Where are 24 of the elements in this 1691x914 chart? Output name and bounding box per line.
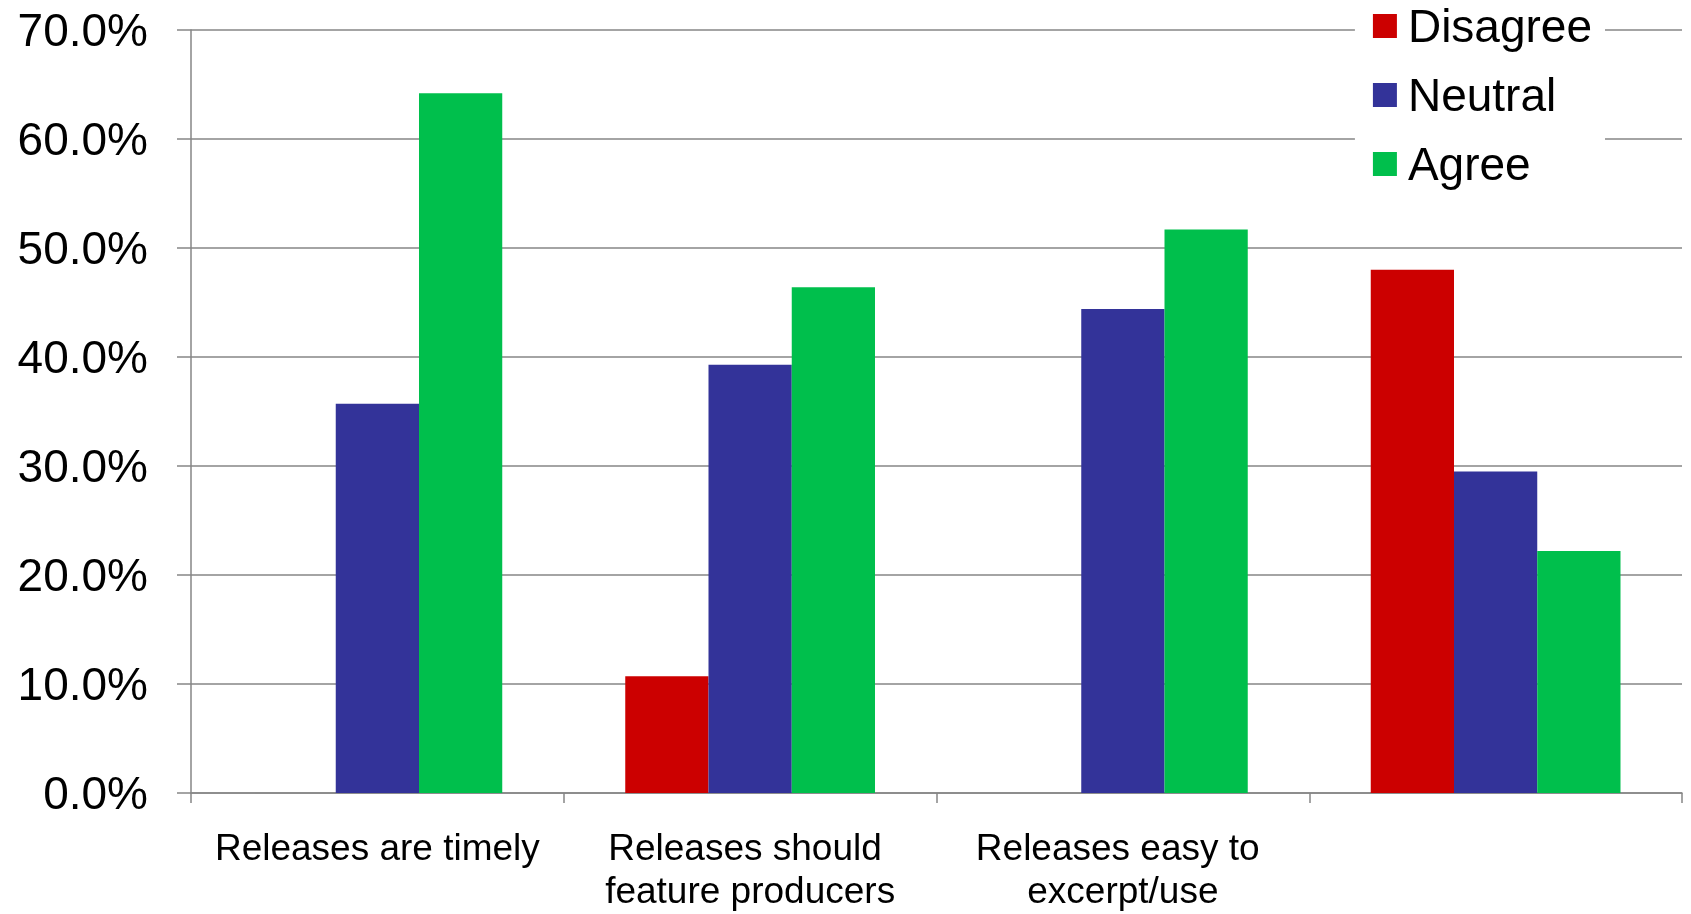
legend-label: Disagree bbox=[1407, 0, 1592, 52]
y-tick-label: 40.0% bbox=[17, 331, 148, 383]
y-tick-label: 70.0% bbox=[17, 4, 148, 56]
legend-label: Neutral bbox=[1407, 69, 1557, 121]
x-tick-label: Releases easy to excerpt/use bbox=[975, 827, 1270, 911]
y-tick-label: 60.0% bbox=[17, 113, 148, 165]
y-tick-label: 50.0% bbox=[17, 222, 148, 274]
bar bbox=[1164, 229, 1248, 793]
bar bbox=[1454, 471, 1538, 793]
y-tick-label: 0.0% bbox=[43, 767, 148, 819]
bar bbox=[1537, 551, 1621, 793]
bar bbox=[335, 403, 419, 793]
y-tick-label: 20.0% bbox=[17, 549, 148, 601]
bar bbox=[1081, 309, 1165, 793]
y-tick-label: 30.0% bbox=[17, 440, 148, 492]
legend-label: Agree bbox=[1407, 138, 1531, 190]
bar bbox=[625, 676, 709, 793]
bar bbox=[791, 287, 875, 793]
x-tick-label: Releases are timely bbox=[214, 827, 541, 868]
bar bbox=[1370, 269, 1454, 793]
y-tick-label: 10.0% bbox=[17, 658, 148, 710]
bar bbox=[419, 93, 503, 793]
x-tick-label: Releases should feature producers bbox=[605, 827, 896, 911]
bar bbox=[708, 364, 792, 793]
